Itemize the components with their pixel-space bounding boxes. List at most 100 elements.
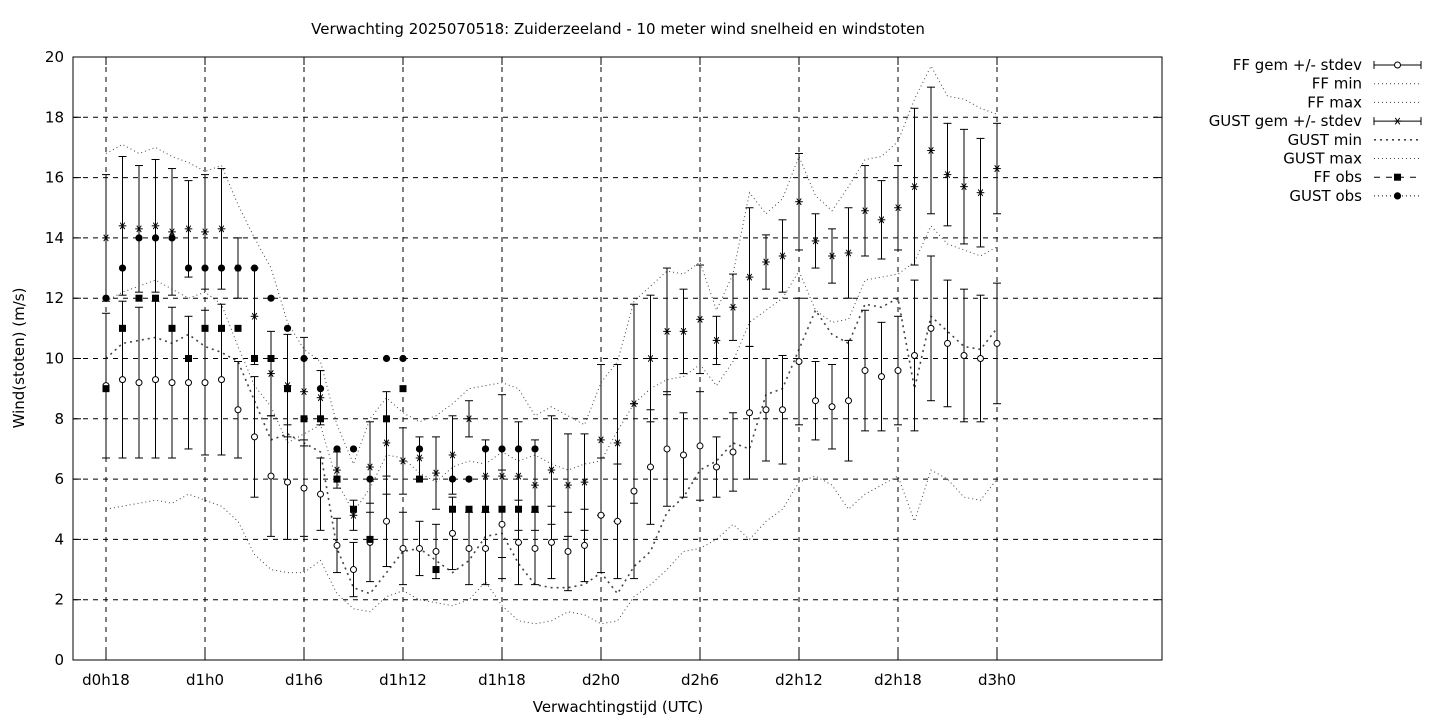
gust-mean-point bbox=[976, 189, 985, 197]
ff-mean-point bbox=[449, 529, 456, 537]
x-tick-label: d2h6 bbox=[681, 671, 719, 689]
y-tick-label: 12 bbox=[45, 289, 64, 307]
ff-obs-point bbox=[251, 355, 258, 362]
ff-obs-point bbox=[399, 385, 407, 393]
y-tick-label: 0 bbox=[54, 651, 64, 669]
gust-mean-point bbox=[564, 481, 572, 489]
gust-mean-point bbox=[844, 249, 853, 257]
x-tick-label: d2h18 bbox=[874, 671, 922, 689]
y-tick-label: 2 bbox=[54, 591, 64, 609]
ff-obs-point bbox=[498, 505, 506, 513]
x-tick-label: d2h12 bbox=[775, 671, 823, 689]
gust-mean-point bbox=[960, 183, 968, 191]
legend-label: GUST max bbox=[1283, 150, 1362, 168]
ff-mean-point bbox=[482, 544, 489, 552]
gust-mean-point bbox=[201, 228, 209, 236]
gust-mean-point bbox=[745, 273, 754, 281]
ff-mean-point bbox=[317, 490, 324, 498]
ff-obs-point bbox=[234, 324, 242, 332]
gust-mean-point bbox=[316, 394, 325, 402]
gust-mean-point bbox=[630, 400, 638, 408]
gust-obs-point bbox=[151, 234, 160, 242]
gust-obs-point bbox=[349, 445, 358, 453]
ff-obs-point bbox=[168, 324, 176, 332]
gust-mean-point bbox=[102, 234, 110, 242]
ff-obs-point bbox=[135, 294, 143, 302]
ff-min-line bbox=[105, 469, 998, 625]
ff-mean-point bbox=[927, 324, 935, 332]
ff-obs-point bbox=[119, 324, 126, 332]
ff-mean-point bbox=[812, 397, 819, 405]
gust-mean-point bbox=[267, 370, 275, 378]
y-axis-ticks: 0 2 4 6 8 10 12 14 16 18 20 bbox=[45, 48, 1162, 669]
gust-obs-point bbox=[217, 264, 226, 272]
ff-mean-point bbox=[944, 339, 951, 347]
gust-obs-point bbox=[283, 324, 292, 332]
legend-swatch-marker bbox=[1393, 117, 1402, 125]
ff-mean-point bbox=[977, 355, 984, 362]
gust-mean-point bbox=[481, 472, 490, 480]
y-tick-label: 10 bbox=[45, 350, 64, 368]
gust-mean-point bbox=[894, 204, 902, 212]
ff-mean-point bbox=[663, 445, 671, 453]
gust-obs-point bbox=[234, 264, 242, 272]
x-tick-label: d1h12 bbox=[379, 671, 427, 689]
series-markers bbox=[102, 146, 1001, 574]
y-tick-label: 8 bbox=[54, 410, 64, 428]
ff-mean-point bbox=[251, 433, 258, 441]
y-tick-label: 6 bbox=[54, 470, 64, 488]
ff-mean-point bbox=[828, 403, 836, 411]
gust-obs-point bbox=[498, 445, 506, 453]
ff-obs-point bbox=[416, 475, 423, 483]
gust-mean-point bbox=[366, 463, 374, 471]
x-tick-label: d1h0 bbox=[186, 671, 224, 689]
gust-obs-point bbox=[267, 294, 275, 302]
gust-mean-point bbox=[300, 388, 308, 396]
ff-mean-point bbox=[729, 448, 737, 456]
gust-mean-point bbox=[498, 472, 506, 480]
ff-mean-point bbox=[201, 379, 209, 387]
y-axis-label: Wind(stoten) (m/s) bbox=[10, 288, 28, 429]
y-tick-label: 20 bbox=[45, 48, 64, 66]
gust-mean-point bbox=[910, 183, 919, 191]
gust-obs-point bbox=[382, 354, 391, 363]
ff-mean-point bbox=[746, 409, 753, 417]
x-tick-label: d2h0 bbox=[582, 671, 620, 689]
ff-mean-point bbox=[647, 463, 654, 471]
ff-mean-point bbox=[993, 339, 1001, 347]
gust-obs-point bbox=[399, 354, 407, 363]
x-tick-label: d0h18 bbox=[82, 671, 130, 689]
gust-obs-point bbox=[465, 475, 473, 483]
plot-frame bbox=[72, 56, 1163, 661]
ff-obs-point bbox=[350, 505, 357, 513]
legend-label: GUST gem +/- stdev bbox=[1209, 112, 1362, 130]
gust-mean-point bbox=[679, 327, 688, 335]
gust-mean-point bbox=[448, 451, 457, 459]
gust-mean-point bbox=[399, 457, 407, 465]
gust-mean-point bbox=[465, 415, 473, 423]
gust-mean-point bbox=[663, 327, 671, 335]
gust-obs-point bbox=[333, 445, 341, 453]
x-tick-label: d1h6 bbox=[285, 671, 323, 689]
ff-obs-point bbox=[284, 385, 291, 393]
x-tick-label: d1h18 bbox=[478, 671, 526, 689]
ff-mean-point bbox=[597, 511, 605, 519]
gust-mean-point bbox=[877, 216, 886, 224]
ff-mean-point bbox=[581, 541, 588, 549]
gust-mean-point bbox=[547, 466, 556, 474]
gust-mean-point bbox=[943, 171, 952, 179]
legend-label: FF gem +/- stdev bbox=[1233, 56, 1362, 74]
ff-mean-point bbox=[498, 520, 506, 528]
ff-mean-point bbox=[465, 544, 473, 552]
ff-mean-point bbox=[795, 358, 803, 366]
gust-obs-point bbox=[448, 475, 457, 483]
ff-obs-point bbox=[201, 324, 209, 332]
gust-mean-point bbox=[217, 225, 226, 233]
ff-mean-point bbox=[548, 538, 555, 546]
ff-obs-point bbox=[333, 475, 341, 483]
ff-mean-point bbox=[564, 547, 572, 555]
error-bars bbox=[102, 86, 1001, 598]
gust-mean-point bbox=[333, 466, 341, 474]
ff-obs-point bbox=[267, 355, 275, 362]
